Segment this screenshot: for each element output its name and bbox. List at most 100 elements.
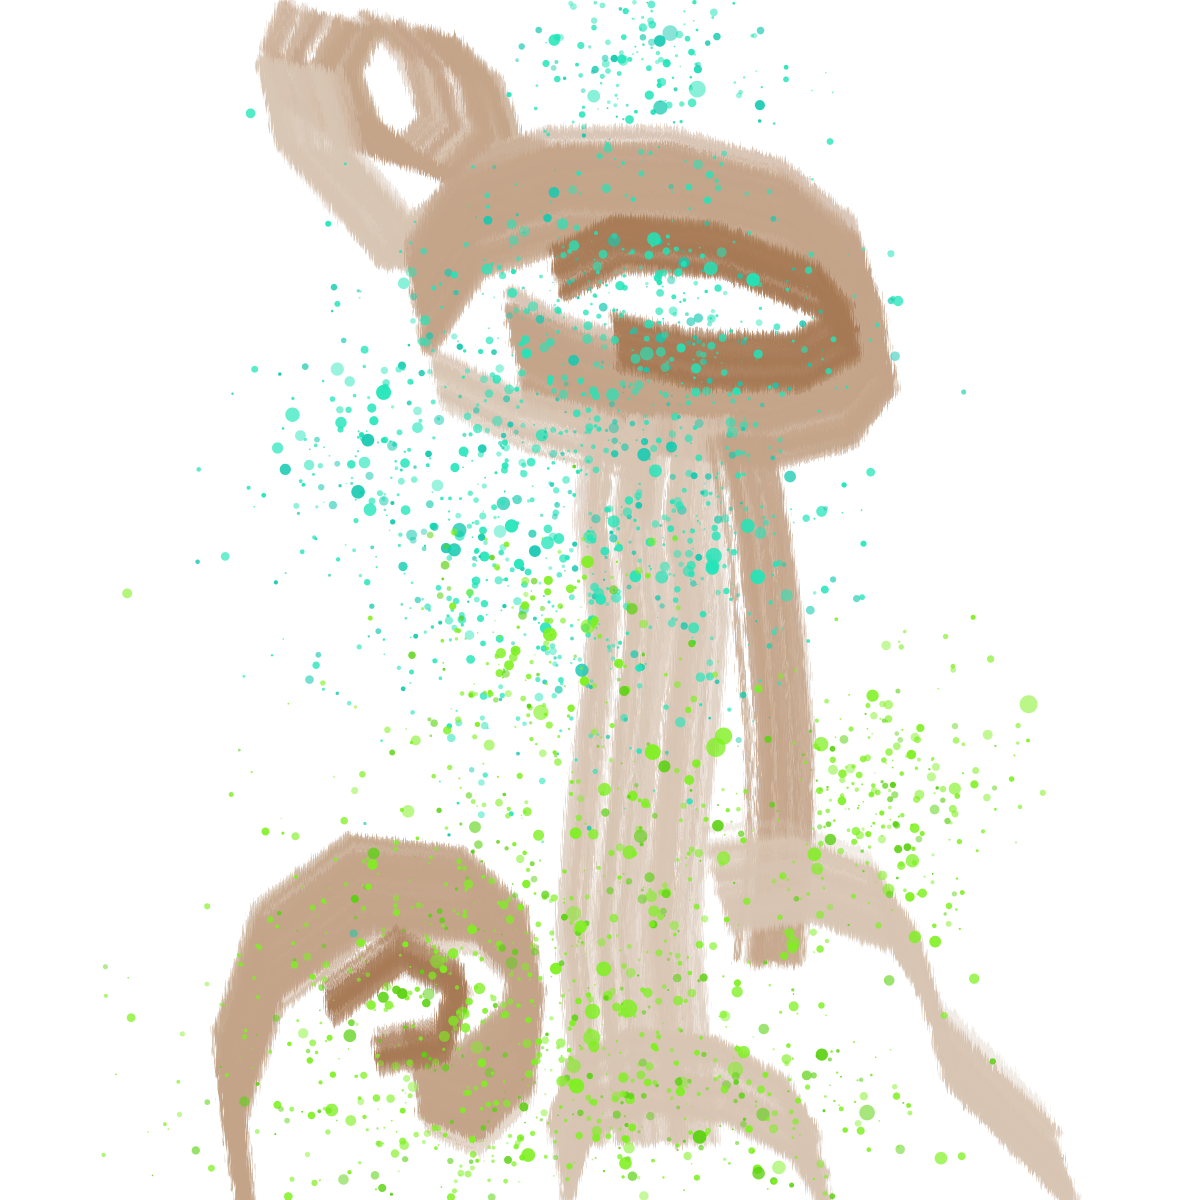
green-paint-dot [909, 823, 920, 833]
green-paint-dot [588, 828, 599, 840]
green-paint-dot [597, 938, 606, 947]
green-paint-dot [768, 1124, 779, 1134]
cyan-paint-dot [462, 466, 464, 469]
cyan-paint-dot [541, 840, 545, 844]
green-paint-dot [516, 1003, 521, 1008]
cyan-paint-dot [557, 34, 564, 41]
green-paint-dot [409, 879, 412, 881]
green-paint-dot [755, 1100, 758, 1103]
cyan-paint-dot [663, 704, 669, 710]
green-paint-dot [692, 1130, 707, 1144]
green-paint-dot [565, 1177, 570, 1182]
green-paint-dot [429, 734, 433, 737]
cyan-paint-dot [559, 729, 563, 733]
cyan-paint-dot [645, 281, 649, 286]
cyan-paint-dot [669, 269, 672, 272]
green-paint-dot [340, 816, 349, 825]
cyan-paint-dot [703, 196, 712, 204]
cyan-paint-dot [440, 306, 444, 309]
cyan-paint-dot [270, 654, 274, 657]
cyan-paint-dot [572, 409, 581, 418]
cyan-paint-dot [312, 535, 317, 540]
green-paint-dot [567, 989, 570, 992]
green-paint-dot [655, 949, 663, 957]
green-paint-dot [609, 913, 619, 923]
cyan-paint-dot [709, 316, 713, 320]
cyan-paint-dot [660, 363, 670, 372]
green-paint-dot [637, 894, 648, 904]
green-paint-dot [237, 961, 243, 967]
cyan-paint-dot [668, 403, 670, 405]
cyan-paint-dot [608, 292, 610, 294]
green-paint-dot [796, 1012, 799, 1015]
green-paint-dot [699, 973, 708, 982]
green-paint-dot [462, 909, 468, 914]
green-paint-dot [470, 923, 473, 925]
green-paint-dot [838, 1106, 844, 1112]
cyan-paint-dot [375, 628, 382, 635]
cyan-paint-dot [722, 563, 727, 569]
cyan-paint-dot [685, 394, 689, 399]
cyan-paint-dot [693, 53, 697, 56]
green-paint-dot [733, 1098, 738, 1104]
green-paint-dot [934, 1151, 948, 1165]
cyan-paint-dot [281, 427, 285, 430]
cyan-paint-dot [357, 430, 360, 433]
cyan-paint-dot [740, 518, 755, 533]
green-paint-dot [885, 890, 894, 899]
green-paint-dot [860, 849, 864, 853]
green-paint-dot [511, 941, 514, 945]
cyan-paint-dot [246, 485, 251, 490]
green-paint-dot [905, 892, 915, 902]
cyan-paint-dot [646, 286, 648, 288]
cyan-paint-dot [471, 576, 481, 586]
cyan-paint-dot [455, 709, 458, 712]
green-paint-dot [465, 997, 473, 1006]
cyan-paint-dot [484, 477, 487, 479]
green-paint-dot [970, 614, 976, 620]
cyan-paint-dot [596, 152, 603, 160]
green-paint-dot [875, 813, 878, 816]
green-paint-dot [511, 948, 519, 956]
green-paint-dot [587, 532, 591, 536]
green-paint-dot [615, 1040, 619, 1043]
green-paint-dot [513, 1144, 519, 1150]
green-paint-dot [615, 843, 624, 852]
cyan-paint-dot [634, 492, 642, 500]
green-paint-dot [894, 731, 900, 736]
green-paint-dot [367, 615, 373, 621]
cyan-paint-dot [550, 426, 557, 433]
green-paint-dot [386, 1094, 395, 1103]
cyan-paint-dot [636, 367, 639, 370]
green-paint-dot [692, 1106, 694, 1108]
green-paint-dot [456, 858, 462, 864]
cyan-paint-dot [546, 132, 551, 137]
cyan-paint-dot [821, 357, 824, 361]
cyan-paint-dot [335, 416, 347, 429]
cyan-paint-dot [460, 623, 464, 627]
cyan-paint-dot [514, 386, 520, 392]
green-paint-dot [357, 1096, 362, 1101]
green-paint-dot [659, 907, 667, 915]
cyan-paint-dot [410, 710, 415, 715]
cyan-paint-dot [558, 432, 560, 435]
green-paint-dot [591, 683, 598, 689]
cyan-paint-dot [783, 64, 789, 70]
cyan-paint-dot [654, 270, 663, 278]
cyan-paint-dot [667, 242, 670, 246]
cyan-paint-dot [504, 384, 514, 395]
green-paint-dot [428, 913, 433, 918]
cyan-paint-dot [552, 281, 554, 284]
cyan-paint-dot [644, 414, 648, 419]
cyan-paint-dot [453, 289, 459, 296]
green-paint-dot [516, 1134, 525, 1142]
green-paint-dot [204, 981, 210, 987]
cyan-paint-dot [683, 23, 686, 26]
green-paint-dot [549, 1068, 553, 1072]
cyan-paint-dot [305, 675, 314, 684]
green-paint-dot [413, 1131, 420, 1138]
cyan-paint-dot [388, 529, 391, 532]
cyan-paint-dot [561, 245, 565, 249]
cyan-paint-dot [537, 621, 540, 624]
cyan-paint-dot [555, 397, 560, 402]
